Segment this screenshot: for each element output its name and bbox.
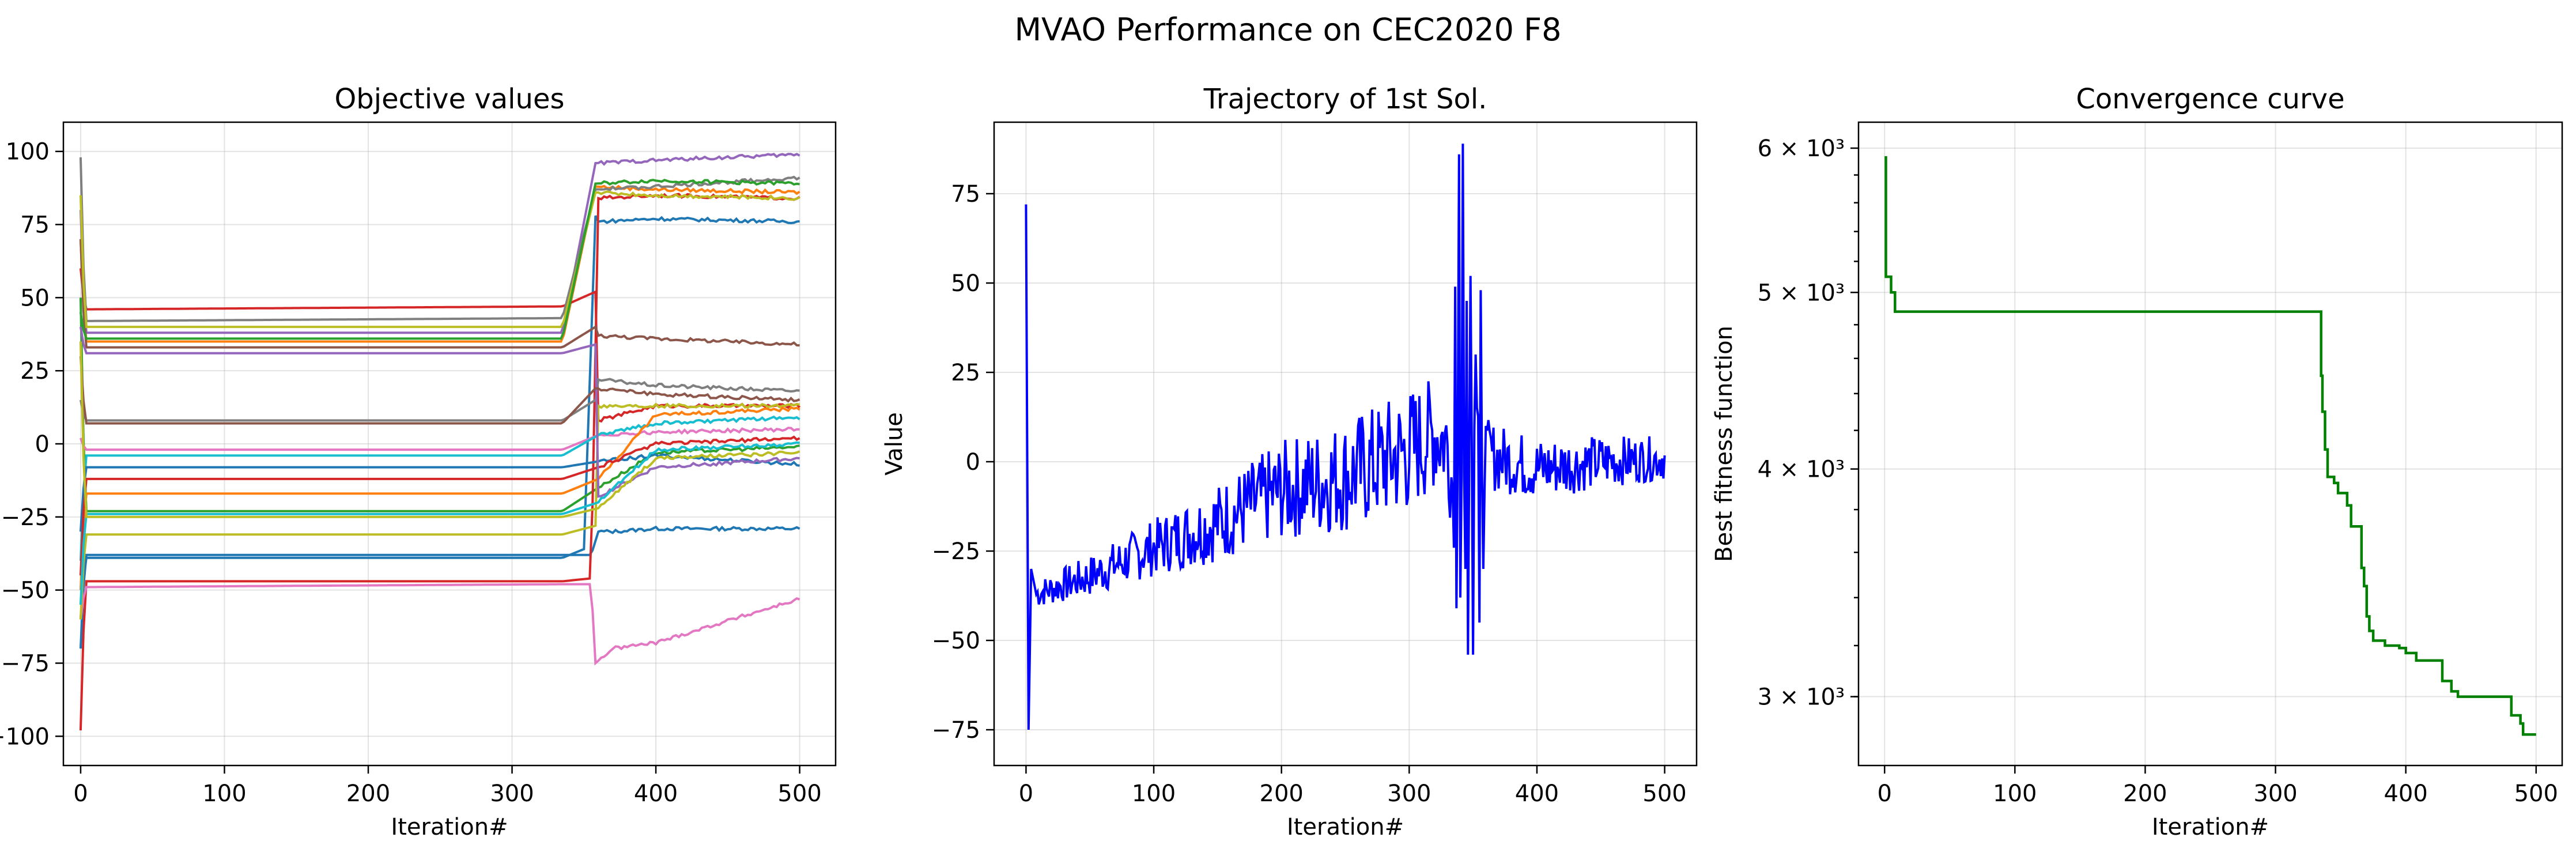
series-line (79, 378, 800, 422)
y-axis-label: Value (881, 412, 908, 476)
trajectory-panel: Trajectory of 1st Sol.0 100 200 300 400 500−7… (881, 83, 1698, 840)
series-line (79, 193, 800, 731)
y-tick-label: 0 (35, 431, 50, 458)
objective-values-panel: Objective values0100200300400500−100−75−… (0, 83, 837, 840)
y-tick-label: −50 (932, 628, 980, 654)
y-tick-label: 4 × 10³ (1758, 457, 1845, 483)
x-axis-label: Iteration# (1287, 814, 1404, 840)
axes-frame (62, 121, 837, 767)
y-tick-label: 50 (951, 270, 980, 297)
x-tick-label: 300 (2253, 780, 2297, 807)
y-tick-label: 5 × 10³ (1758, 280, 1845, 306)
y-tick-label: 6 × 10³ (1758, 135, 1845, 162)
y-tick-label: 100 (6, 139, 50, 165)
axes-frame (993, 121, 1698, 767)
series-line (79, 157, 800, 322)
x-axis-label: Iteration# (391, 814, 508, 840)
series-line (80, 427, 800, 451)
x-tick-label: 200 (346, 780, 390, 807)
x-tick-label: 400 (1515, 780, 1559, 807)
y-tick-label: 25 (951, 360, 980, 386)
series-line (79, 239, 800, 349)
y-tick-label: 75 (20, 212, 50, 239)
plot-area (79, 153, 801, 731)
convergence-line (1884, 156, 2536, 736)
convergence-panel: Convergence curve 0 100 200 300 400 500 3 × 10³… (1711, 83, 2563, 840)
series-line (79, 525, 800, 649)
panel-title: Objective values (335, 83, 565, 115)
figure-title: MVAO Performance on CEC2020 F8 (1014, 12, 1561, 48)
series-line (79, 153, 800, 334)
series-line (79, 356, 800, 425)
y-tick-label: 50 (20, 285, 50, 311)
series-line (79, 415, 800, 561)
y-tick-label: 0 (966, 449, 980, 476)
series-line (79, 435, 800, 576)
y-tick-label: 3 × 10³ (1758, 684, 1845, 711)
x-tick-label: 100 (1993, 780, 2037, 807)
x-axis-label: Iteration# (2152, 814, 2269, 840)
x-tick-label: 300 (490, 780, 534, 807)
y-tick-label: 25 (20, 358, 50, 384)
x-tick-label: 0 (73, 780, 88, 807)
plot-area (1884, 156, 2536, 736)
series-line (79, 341, 800, 518)
y-axis-label: Best fitness function (1711, 326, 1738, 562)
series-line (79, 402, 800, 620)
y-tick-label: −100 (0, 723, 50, 750)
series-line (79, 297, 800, 512)
trajectory-line (1025, 144, 1666, 730)
x-tick-label: 100 (202, 780, 246, 807)
x-tick-label: 400 (2384, 780, 2427, 807)
x-tick-label: 100 (1132, 780, 1176, 807)
y-tick-label: −25 (932, 538, 980, 565)
x-tick-label: 500 (2514, 780, 2558, 807)
x-tick-label: 200 (2123, 780, 2167, 807)
panel-title: Trajectory of 1st Sol. (1203, 83, 1487, 115)
plot-area (1025, 144, 1666, 730)
series-line (79, 179, 800, 340)
y-tick-label: −25 (1, 504, 50, 531)
x-tick-label: 400 (634, 780, 678, 807)
series-line (79, 215, 800, 620)
x-tick-label: 500 (777, 780, 821, 807)
x-tick-label: 0 (1877, 780, 1891, 807)
x-tick-label: 300 (1387, 780, 1431, 807)
panel-title: Convergence curve (2076, 83, 2344, 115)
series-line (79, 583, 800, 666)
series-line (79, 406, 800, 590)
x-tick-label: 500 (1642, 780, 1686, 807)
y-tick-label: −75 (1, 650, 50, 677)
series-line (79, 190, 800, 329)
series-line (79, 268, 801, 423)
x-tick-label: 0 (1019, 780, 1033, 807)
series-line (79, 326, 800, 498)
y-tick-label: −50 (1, 578, 50, 604)
series-line (79, 441, 800, 605)
y-tick-label: −75 (932, 717, 980, 744)
y-tick-label: 75 (951, 181, 980, 208)
axes-frame (1857, 121, 2563, 767)
x-tick-label: 200 (1260, 780, 1304, 807)
series-line (79, 184, 800, 343)
